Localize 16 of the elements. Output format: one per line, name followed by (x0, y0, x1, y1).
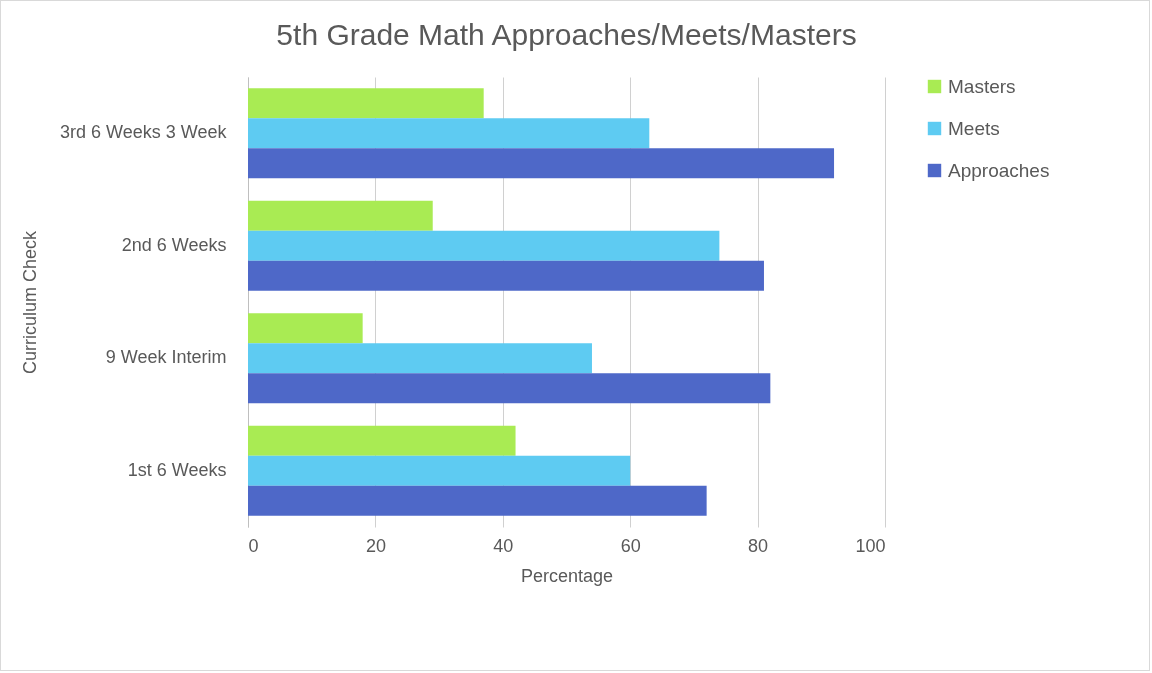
x-tick-label: 0 (248, 535, 259, 556)
x-tick-label: 100 (855, 535, 886, 556)
x-tick-label: 60 (620, 535, 641, 556)
y-axis-title: Curriculum Check (20, 229, 41, 375)
chart-title: 5th Grade Math Approaches/Meets/Masters (276, 18, 857, 51)
y-tick-label: 2nd 6 Weeks (121, 234, 227, 255)
legend-label: Meets (948, 117, 1000, 139)
y-tick-label: 1st 6 Weeks (127, 459, 227, 480)
x-tick-label: 20 (365, 535, 386, 556)
y-tick-label: 3rd 6 Weeks 3 Week (60, 122, 228, 143)
y-tick-label: 9 Week Interim (105, 347, 227, 368)
legend-label: Approaches (948, 159, 1050, 181)
legend-label: Masters (948, 75, 1016, 97)
x-tick-label: 40 (493, 535, 514, 556)
x-tick-label: 80 (748, 535, 769, 556)
x-axis-title: Percentage (520, 565, 614, 586)
